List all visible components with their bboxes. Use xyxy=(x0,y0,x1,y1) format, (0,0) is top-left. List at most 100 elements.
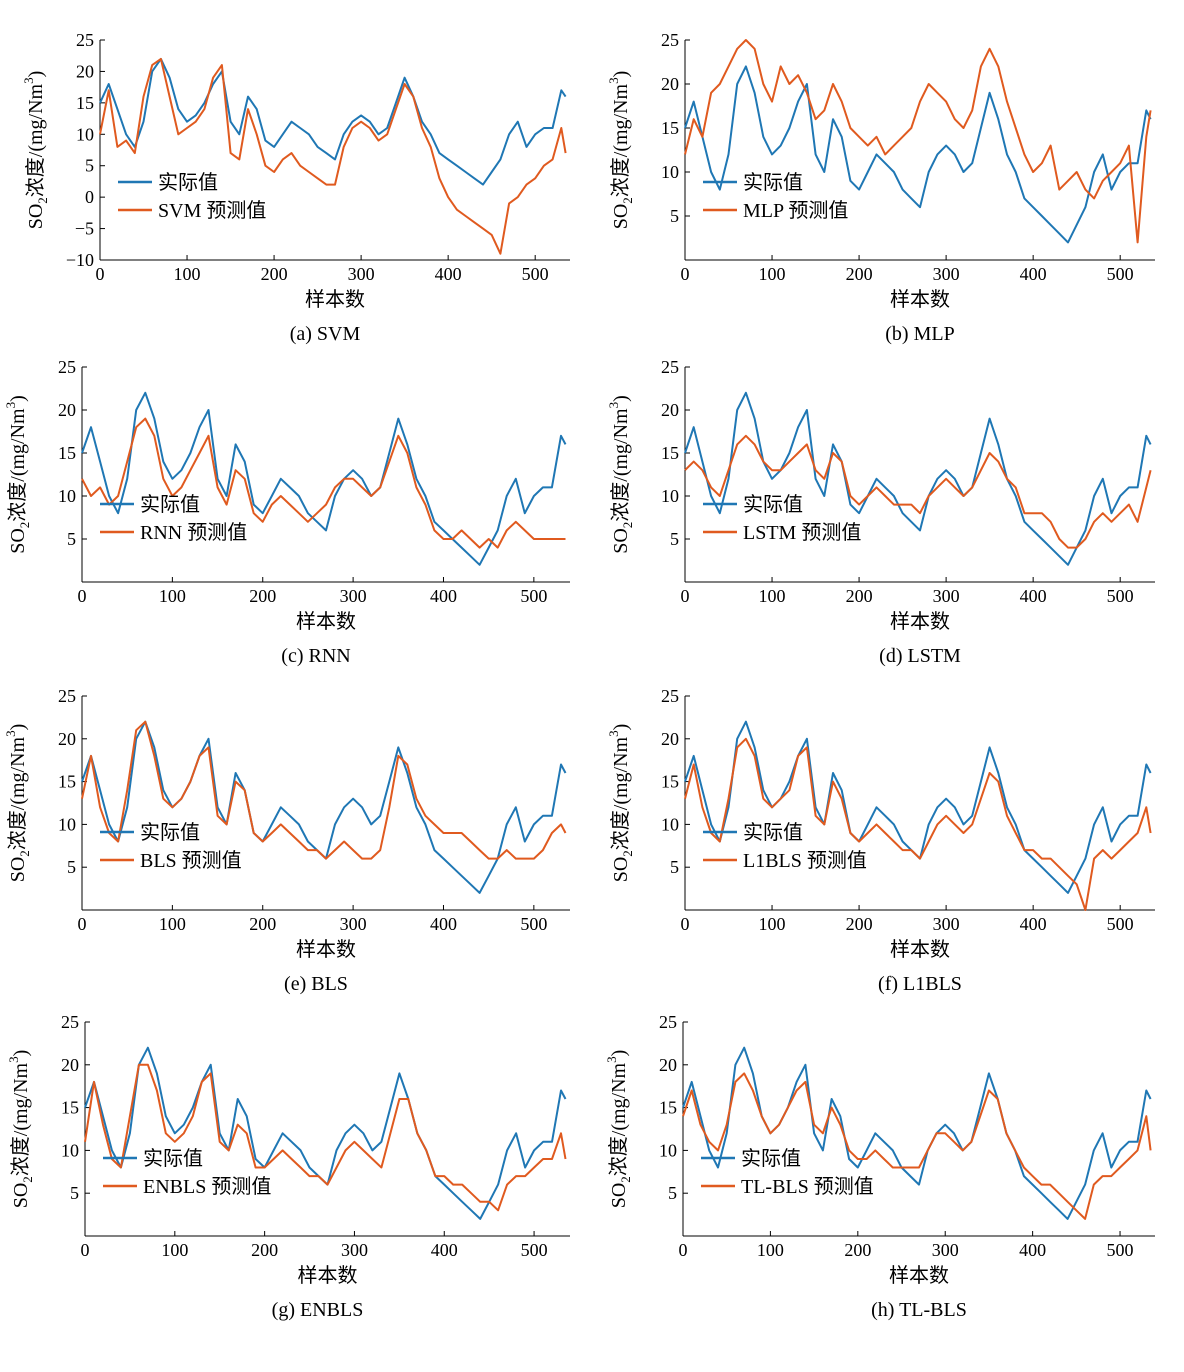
x-tick-label: 0 xyxy=(81,1240,90,1260)
chart-caption: (b) MLP xyxy=(885,323,954,345)
legend-label: RNN 预测值 xyxy=(140,521,247,544)
y-tick-label: −5 xyxy=(75,219,94,239)
legend-label: 实际值 xyxy=(743,493,803,516)
x-tick-label: 0 xyxy=(96,264,105,284)
series-line-predicted xyxy=(81,417,566,549)
x-tick-label: 500 xyxy=(521,1240,548,1260)
chart-panel: 5 10 15 20 25 0 100 200 300 400 500 实际值 TL-BLS 预测值样本… xyxy=(604,1012,1155,1321)
y-tick-label: 15 xyxy=(661,443,679,463)
x-tick-label: 400 xyxy=(435,264,462,284)
x-tick-label: 200 xyxy=(846,264,873,284)
x-tick-label: 300 xyxy=(341,1240,368,1260)
x-tick-label: 500 xyxy=(520,914,547,934)
y-tick-label: 10 xyxy=(61,1140,79,1160)
legend-label: L1BLS 预测值 xyxy=(743,849,867,872)
x-axis-label: 样本数 xyxy=(890,610,950,633)
chart-caption: (d) LSTM xyxy=(879,645,961,667)
chart-caption: (e) BLS xyxy=(284,973,348,995)
y-tick-label: 15 xyxy=(661,772,679,792)
x-tick-label: 100 xyxy=(757,1240,784,1260)
y-tick-label: 10 xyxy=(661,162,679,182)
y-tick-label: 25 xyxy=(61,1012,79,1032)
x-tick-label: 100 xyxy=(159,914,186,934)
y-tick-label: 5 xyxy=(668,1183,677,1203)
y-axis-label: SO2浓度/(mg/Nm3) xyxy=(3,395,32,554)
x-tick-label: 100 xyxy=(161,1240,188,1260)
y-tick-label: 0 xyxy=(85,187,94,207)
x-tick-label: 400 xyxy=(1019,1240,1046,1260)
y-tick-label: 25 xyxy=(58,686,76,706)
y-axis-label: SO2浓度/(mg/Nm3) xyxy=(6,1050,35,1209)
series-line-actual xyxy=(99,57,567,186)
legend-label: 实际值 xyxy=(741,1147,801,1170)
legend-label: SVM 预测值 xyxy=(158,199,266,222)
chart-caption: (a) SVM xyxy=(290,323,361,345)
y-axis-label: SO2浓度/(mg/Nm3) xyxy=(606,71,635,230)
chart-caption: (f) L1BLS xyxy=(878,973,962,995)
x-tick-label: 200 xyxy=(846,914,873,934)
y-tick-label: 10 xyxy=(58,814,76,834)
y-tick-label: 20 xyxy=(661,400,679,420)
y-tick-label: 20 xyxy=(61,1055,79,1075)
y-tick-label: 25 xyxy=(58,357,76,377)
y-axis-label: SO2浓度/(mg/Nm3) xyxy=(21,71,50,230)
x-tick-label: 400 xyxy=(1020,264,1047,284)
y-tick-label: 5 xyxy=(85,156,94,176)
chart-panel: −10 −5 0 5 10 15 20 25 0 100 200 300 400 500 实际值 SVM 预测… xyxy=(21,30,570,345)
y-tick-label: 15 xyxy=(58,443,76,463)
x-tick-label: 100 xyxy=(174,264,201,284)
y-axis-label: SO2浓度/(mg/Nm3) xyxy=(606,395,635,554)
y-axis-label: SO2浓度/(mg/Nm3) xyxy=(3,724,32,883)
chart-caption: (g) ENBLS xyxy=(272,1299,364,1321)
x-axis-label: 样本数 xyxy=(889,1264,949,1287)
y-tick-label: 20 xyxy=(661,74,679,94)
chart-panel: 5 10 15 20 25 0 100 200 300 400 500 实际值 ENBLS 预测值样本数… xyxy=(6,1012,570,1321)
y-tick-label: 20 xyxy=(76,61,94,81)
x-axis-label: 样本数 xyxy=(890,288,950,311)
x-tick-label: 500 xyxy=(1107,914,1134,934)
y-axis-label: SO2浓度/(mg/Nm3) xyxy=(604,1050,633,1209)
x-tick-label: 0 xyxy=(681,264,690,284)
x-tick-label: 100 xyxy=(159,586,186,606)
x-tick-label: 400 xyxy=(1020,586,1047,606)
legend-label: ENBLS 预测值 xyxy=(143,1175,271,1198)
series-line-predicted xyxy=(684,737,1152,911)
x-axis-label: 样本数 xyxy=(305,288,365,311)
x-tick-label: 100 xyxy=(759,586,786,606)
legend-label: 实际值 xyxy=(140,821,200,844)
x-axis-label: 样本数 xyxy=(890,938,950,961)
x-tick-label: 0 xyxy=(78,914,87,934)
x-tick-label: 300 xyxy=(932,1240,959,1260)
legend-label: 实际值 xyxy=(143,1147,203,1170)
chart-caption: (h) TL-BLS xyxy=(871,1299,967,1321)
x-tick-label: 200 xyxy=(249,586,276,606)
y-tick-label: 10 xyxy=(58,486,76,506)
x-tick-label: 200 xyxy=(249,914,276,934)
y-tick-label: 15 xyxy=(659,1098,677,1118)
y-axis-label: SO2浓度/(mg/Nm3) xyxy=(606,724,635,883)
x-tick-label: 300 xyxy=(340,586,367,606)
legend-label: TL-BLS 预测值 xyxy=(741,1175,874,1198)
x-tick-label: 200 xyxy=(261,264,288,284)
x-tick-label: 500 xyxy=(520,586,547,606)
y-tick-label: 15 xyxy=(76,93,94,113)
y-tick-label: 25 xyxy=(661,30,679,50)
y-tick-label: 15 xyxy=(61,1098,79,1118)
legend-label: LSTM 预测值 xyxy=(743,521,861,544)
x-axis-label: 样本数 xyxy=(296,610,356,633)
y-tick-label: 5 xyxy=(670,206,679,226)
series-line-predicted xyxy=(682,1072,1152,1220)
y-tick-label: 25 xyxy=(76,30,94,50)
y-tick-label: 25 xyxy=(661,357,679,377)
chart-panel: 5 10 15 20 25 0 100 200 300 400 500 实际值 L1BLS 预测值样本数… xyxy=(606,686,1155,995)
y-tick-label: 25 xyxy=(661,686,679,706)
y-tick-label: 25 xyxy=(659,1012,677,1032)
series-line-actual xyxy=(684,65,1152,244)
legend-label: BLS 预测值 xyxy=(140,849,242,872)
x-tick-label: 300 xyxy=(348,264,375,284)
x-tick-label: 500 xyxy=(1107,264,1134,284)
y-tick-label: 10 xyxy=(661,814,679,834)
